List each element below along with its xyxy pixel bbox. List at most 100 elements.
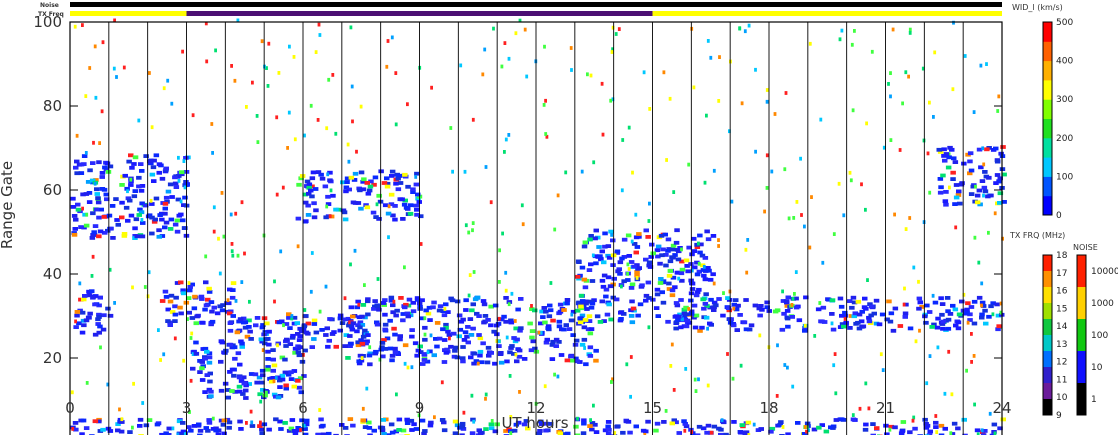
scatter-cell: [932, 115, 935, 119]
echo-cell: [132, 226, 138, 231]
scatter-cell: [611, 377, 614, 382]
echo-cell: [903, 302, 909, 307]
echo-cell: [284, 337, 290, 342]
echo-cell: [926, 433, 933, 435]
scatter-cell: [985, 62, 988, 66]
echo-cell: [884, 432, 890, 435]
echo-cell: [589, 301, 596, 306]
echo-cell: [200, 364, 206, 369]
echo-cell: [982, 189, 989, 194]
echo-cell: [748, 323, 755, 328]
echo-cell: [523, 419, 530, 423]
echo-cell: [667, 269, 674, 273]
echo-cell: [104, 197, 110, 202]
scatter-cell: [837, 181, 841, 186]
echo-cell: [302, 348, 308, 353]
scatter-cell: [392, 299, 396, 304]
txfreq-segment: [652, 11, 1002, 16]
echo-cell: [417, 305, 423, 309]
echo-cell: [830, 327, 837, 332]
echo-cell: [227, 370, 233, 374]
echo-cell: [443, 325, 449, 330]
echo-cell: [679, 259, 685, 264]
echo-cell: [237, 389, 243, 394]
echo-cell: [415, 192, 421, 197]
echo-cell: [422, 337, 428, 342]
scatter-cell: [148, 71, 151, 75]
echo-cell: [923, 320, 929, 325]
echo-cell: [746, 327, 753, 332]
echo-cell: [955, 320, 962, 325]
scatter-cell: [226, 298, 230, 303]
echo-cell: [587, 345, 594, 350]
echo-cell: [270, 368, 276, 373]
scatter-cell: [514, 31, 518, 36]
echo-cell: [796, 318, 803, 323]
echo-cell: [197, 370, 203, 374]
colorbar-swatch: [1043, 50, 1052, 55]
echo-cell: [617, 271, 623, 276]
colorbar-swatch: [1043, 198, 1052, 203]
scatter-cell: [556, 193, 560, 198]
scatter-cell: [500, 64, 504, 69]
echo-cell: [696, 424, 703, 429]
echo-cell: [634, 245, 641, 249]
echo-cell: [199, 297, 205, 301]
echo-cell: [675, 257, 682, 262]
echo-cell: [837, 325, 844, 329]
echo-cell: [819, 423, 825, 427]
echo-cell: [938, 423, 945, 428]
echo-cell: [605, 253, 611, 258]
echo-cell: [169, 195, 175, 199]
scatter-cell: [925, 381, 929, 386]
echo-cell: [286, 312, 292, 317]
echo-cell: [78, 171, 85, 175]
echo-cell: [172, 222, 179, 227]
scatter-cell: [281, 185, 285, 190]
scatter-cell: [795, 200, 799, 204]
echo-cell: [114, 218, 120, 222]
echo-cell: [503, 319, 509, 324]
echo-cell: [631, 242, 638, 246]
echo-cell: [89, 289, 95, 294]
echo-cell: [441, 360, 448, 364]
scatter-cell: [730, 199, 734, 204]
scatter-cell: [260, 39, 264, 44]
echo-cell: [409, 328, 415, 332]
scatter-cell: [842, 213, 846, 218]
scatter-cell: [360, 356, 364, 360]
echo-cell: [343, 189, 349, 194]
echo-cell: [899, 429, 905, 434]
echo-cell: [440, 327, 446, 332]
echo-cell: [379, 341, 386, 345]
echo-cell: [282, 421, 288, 425]
scatter-cell: [112, 66, 116, 71]
echo-cell: [480, 299, 487, 303]
colorbar-swatch: [1043, 195, 1052, 200]
echo-cell: [414, 296, 421, 300]
scatter-cell: [610, 380, 613, 384]
scatter-cell: [631, 170, 634, 175]
echo-cell: [968, 192, 975, 196]
scatter-cell: [189, 378, 193, 383]
scatter-cell: [864, 381, 868, 386]
echo-cell: [768, 429, 774, 434]
echo-cell: [178, 311, 184, 316]
echo-cell: [704, 304, 710, 308]
scatter-cell: [481, 72, 485, 77]
scatter-cell: [182, 159, 186, 163]
echo-cell: [728, 317, 734, 322]
scatter-cell: [365, 386, 369, 391]
scatter-cell: [520, 203, 524, 208]
echo-cell: [943, 202, 949, 207]
echo-cell: [600, 284, 607, 289]
echo-cell: [411, 422, 417, 427]
echo-cell: [597, 254, 603, 259]
echo-cell: [532, 346, 538, 351]
echo-cell: [445, 329, 451, 334]
echo-cell: [319, 176, 326, 181]
echo-cell: [556, 340, 562, 344]
echo-cell: [823, 429, 830, 434]
echo-cell: [515, 307, 521, 312]
